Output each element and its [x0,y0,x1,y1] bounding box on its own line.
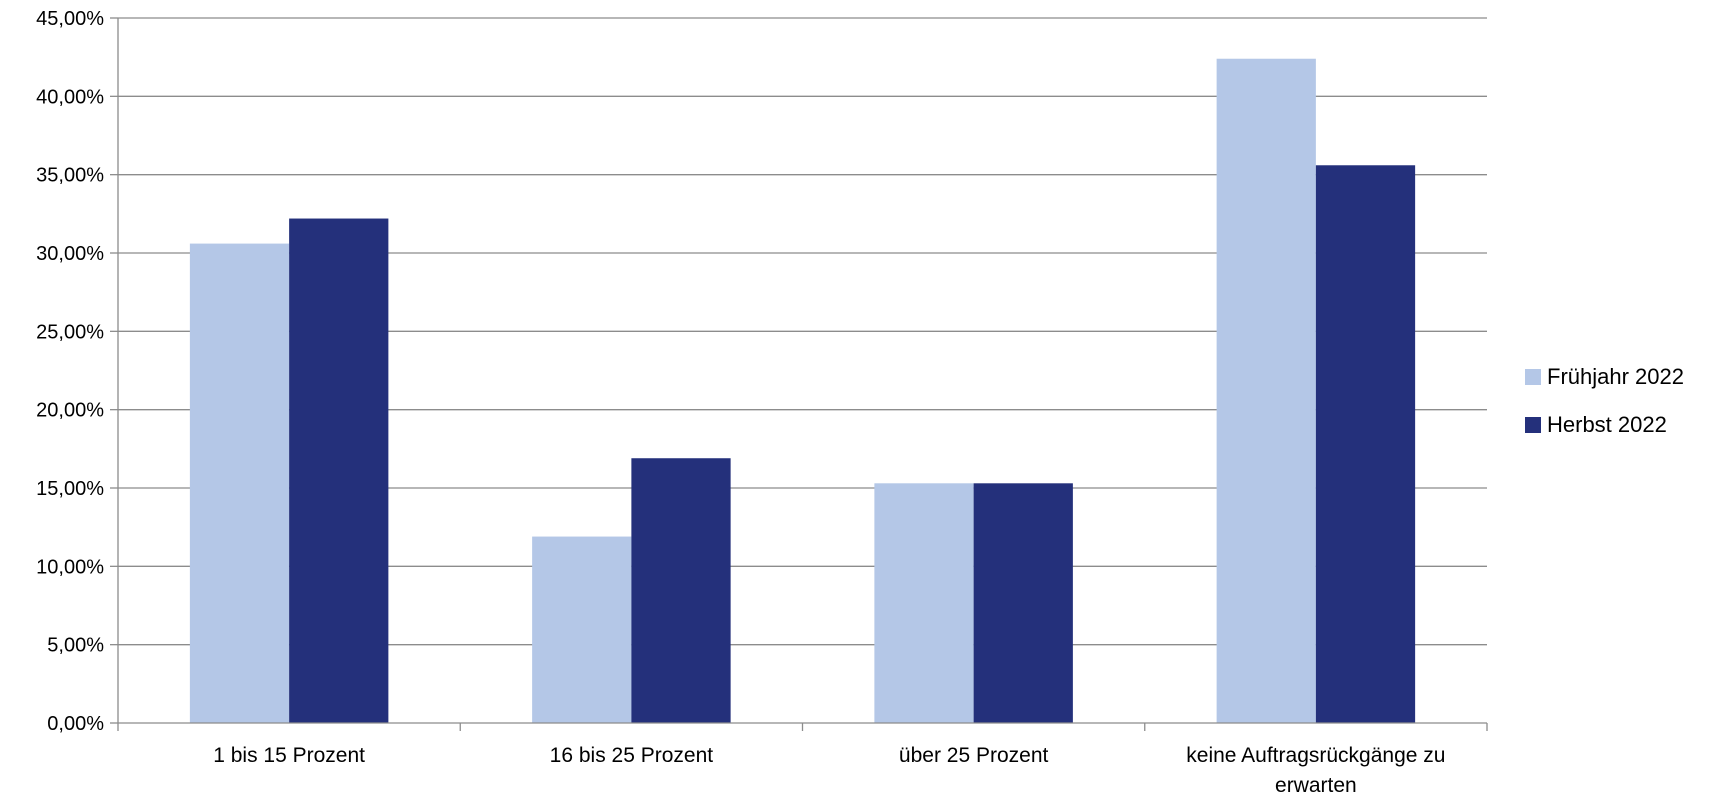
y-tick-label: 40,00% [36,86,104,108]
y-tick-label: 5,00% [47,635,104,657]
bar-1-3 [874,483,974,723]
legend-swatch-series-1 [1525,369,1541,385]
y-tick-label: 10,00% [36,556,104,578]
legend-label-series-1: Frühjahr 2022 [1547,364,1684,389]
y-tick-label: 35,00% [36,165,104,187]
y-tick-label: 0,00% [47,713,104,735]
legend-item-series-2: Herbst 2022 [1525,412,1684,438]
x-category-label: über 25 Prozent [899,744,1049,767]
bar-1-2 [532,536,632,723]
bar-1-1 [189,243,290,723]
y-tick-label: 45,00% [36,8,104,30]
legend-swatch-series-2 [1525,417,1541,433]
x-category-label: keine Auftragsrückgänge zu erwarten [1186,744,1445,794]
x-category-label: 16 bis 25 Prozent [550,744,714,767]
bar-1-4 [1216,58,1316,723]
y-tick-label: 20,00% [36,400,104,422]
bar-2-4 [1315,165,1416,723]
axes [110,17,1488,731]
bar-2-2 [631,458,731,723]
y-tick-label: 30,00% [36,243,104,265]
legend: Frühjahr 2022 Herbst 2022 [1525,364,1684,460]
legend-item-series-1: Frühjahr 2022 [1525,364,1684,390]
y-axis-tick-labels: 0,00% 5,00% 10,00% 15,00% 20,00% 25,00% 30,00%… [36,8,104,735]
bar-2-3 [973,483,1073,723]
legend-label-series-2: Herbst 2022 [1547,412,1667,437]
y-tick-label: 15,00% [36,478,104,500]
y-tick-label: 25,00% [36,321,104,343]
bar-2-1 [289,218,389,724]
x-category-label: 1 bis 15 Prozent [213,744,365,767]
x-axis-category-labels: 1 bis 15 Prozent 16 bis 25 Prozent über 25… [213,744,1445,794]
bars [189,58,1416,724]
